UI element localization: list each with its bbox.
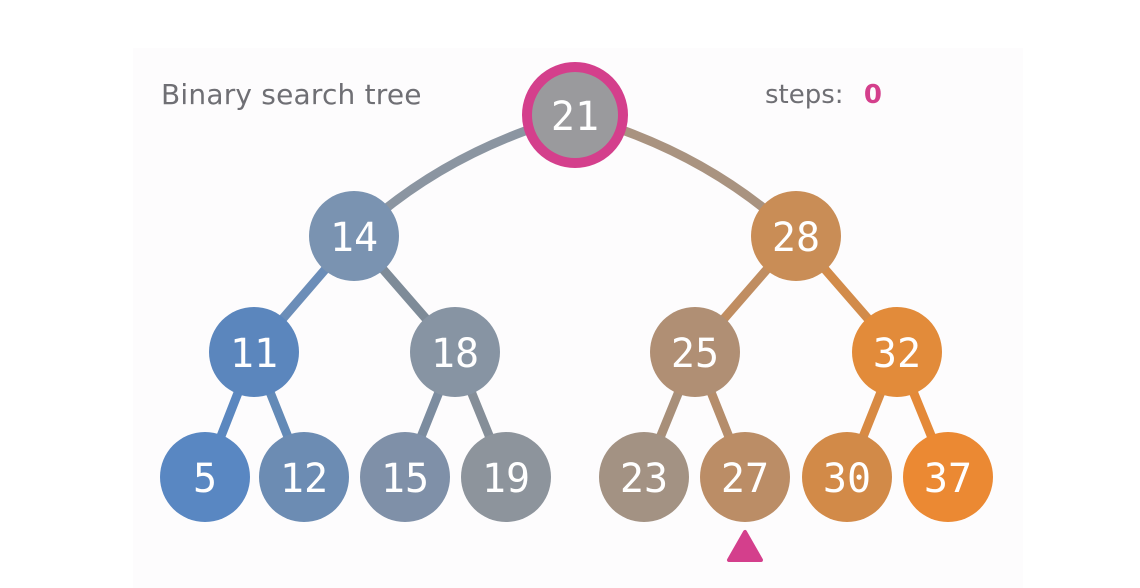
node-circle-5 xyxy=(160,432,250,522)
node-label-32: 32 xyxy=(873,331,921,377)
node-label-18: 18 xyxy=(431,331,479,377)
tree-node-5[interactable]: 5 xyxy=(160,432,250,522)
tree-node-15[interactable]: 15 xyxy=(360,432,450,522)
tree-node-21[interactable]: 21 xyxy=(522,62,628,168)
node-label-12: 12 xyxy=(280,456,328,502)
tree-node-27[interactable]: 27 xyxy=(700,432,790,522)
node-circle-15 xyxy=(360,432,450,522)
steps-value: 0 xyxy=(863,80,882,110)
current-node-highlight-ring xyxy=(522,62,628,168)
node-label-25: 25 xyxy=(671,331,719,377)
node-label-27: 27 xyxy=(721,456,769,502)
tree-node-28[interactable]: 28 xyxy=(751,191,841,281)
tree-node-23[interactable]: 23 xyxy=(599,432,689,522)
node-label-30: 30 xyxy=(823,456,871,502)
tree-node-19[interactable]: 19 xyxy=(461,432,551,522)
tree-node-18[interactable]: 18 xyxy=(410,307,500,397)
node-circle-27 xyxy=(700,432,790,522)
tree-node-30[interactable]: 30 xyxy=(802,432,892,522)
pointer-layer xyxy=(727,530,763,562)
node-circle-23 xyxy=(599,432,689,522)
node-circle-32 xyxy=(852,307,942,397)
diagram-title: Binary search tree xyxy=(161,78,422,111)
tree-node-25[interactable]: 25 xyxy=(650,307,740,397)
node-circle-11 xyxy=(209,307,299,397)
node-label-15: 15 xyxy=(381,456,429,502)
tree-node-32[interactable]: 32 xyxy=(852,307,942,397)
steps-label: steps: xyxy=(765,80,844,110)
node-label-5: 5 xyxy=(193,456,217,502)
node-label-14: 14 xyxy=(330,215,378,261)
node-label-37: 37 xyxy=(924,456,972,502)
node-circle-28 xyxy=(751,191,841,281)
node-label-21: 21 xyxy=(551,94,599,140)
edges-layer xyxy=(200,110,953,482)
node-label-11: 11 xyxy=(230,331,278,377)
steps-counter: steps: 0 xyxy=(765,80,882,110)
nodes-layer: 21 14 28 11 18 25 32 5 12 15 19 23 27 30 37 xyxy=(160,62,993,522)
tree-node-12[interactable]: 12 xyxy=(259,432,349,522)
node-circle-19 xyxy=(461,432,551,522)
node-circle-25 xyxy=(650,307,740,397)
node-circle-12 xyxy=(259,432,349,522)
node-circle-37 xyxy=(903,432,993,522)
node-circle-18 xyxy=(410,307,500,397)
node-circle-30 xyxy=(802,432,892,522)
search-target-pointer-icon xyxy=(727,530,763,562)
tree-node-11[interactable]: 11 xyxy=(209,307,299,397)
node-label-23: 23 xyxy=(620,456,668,502)
tree-node-14[interactable]: 14 xyxy=(309,191,399,281)
tree-node-37[interactable]: 37 xyxy=(903,432,993,522)
node-label-19: 19 xyxy=(482,456,530,502)
node-label-28: 28 xyxy=(772,215,820,261)
node-circle-14 xyxy=(309,191,399,281)
